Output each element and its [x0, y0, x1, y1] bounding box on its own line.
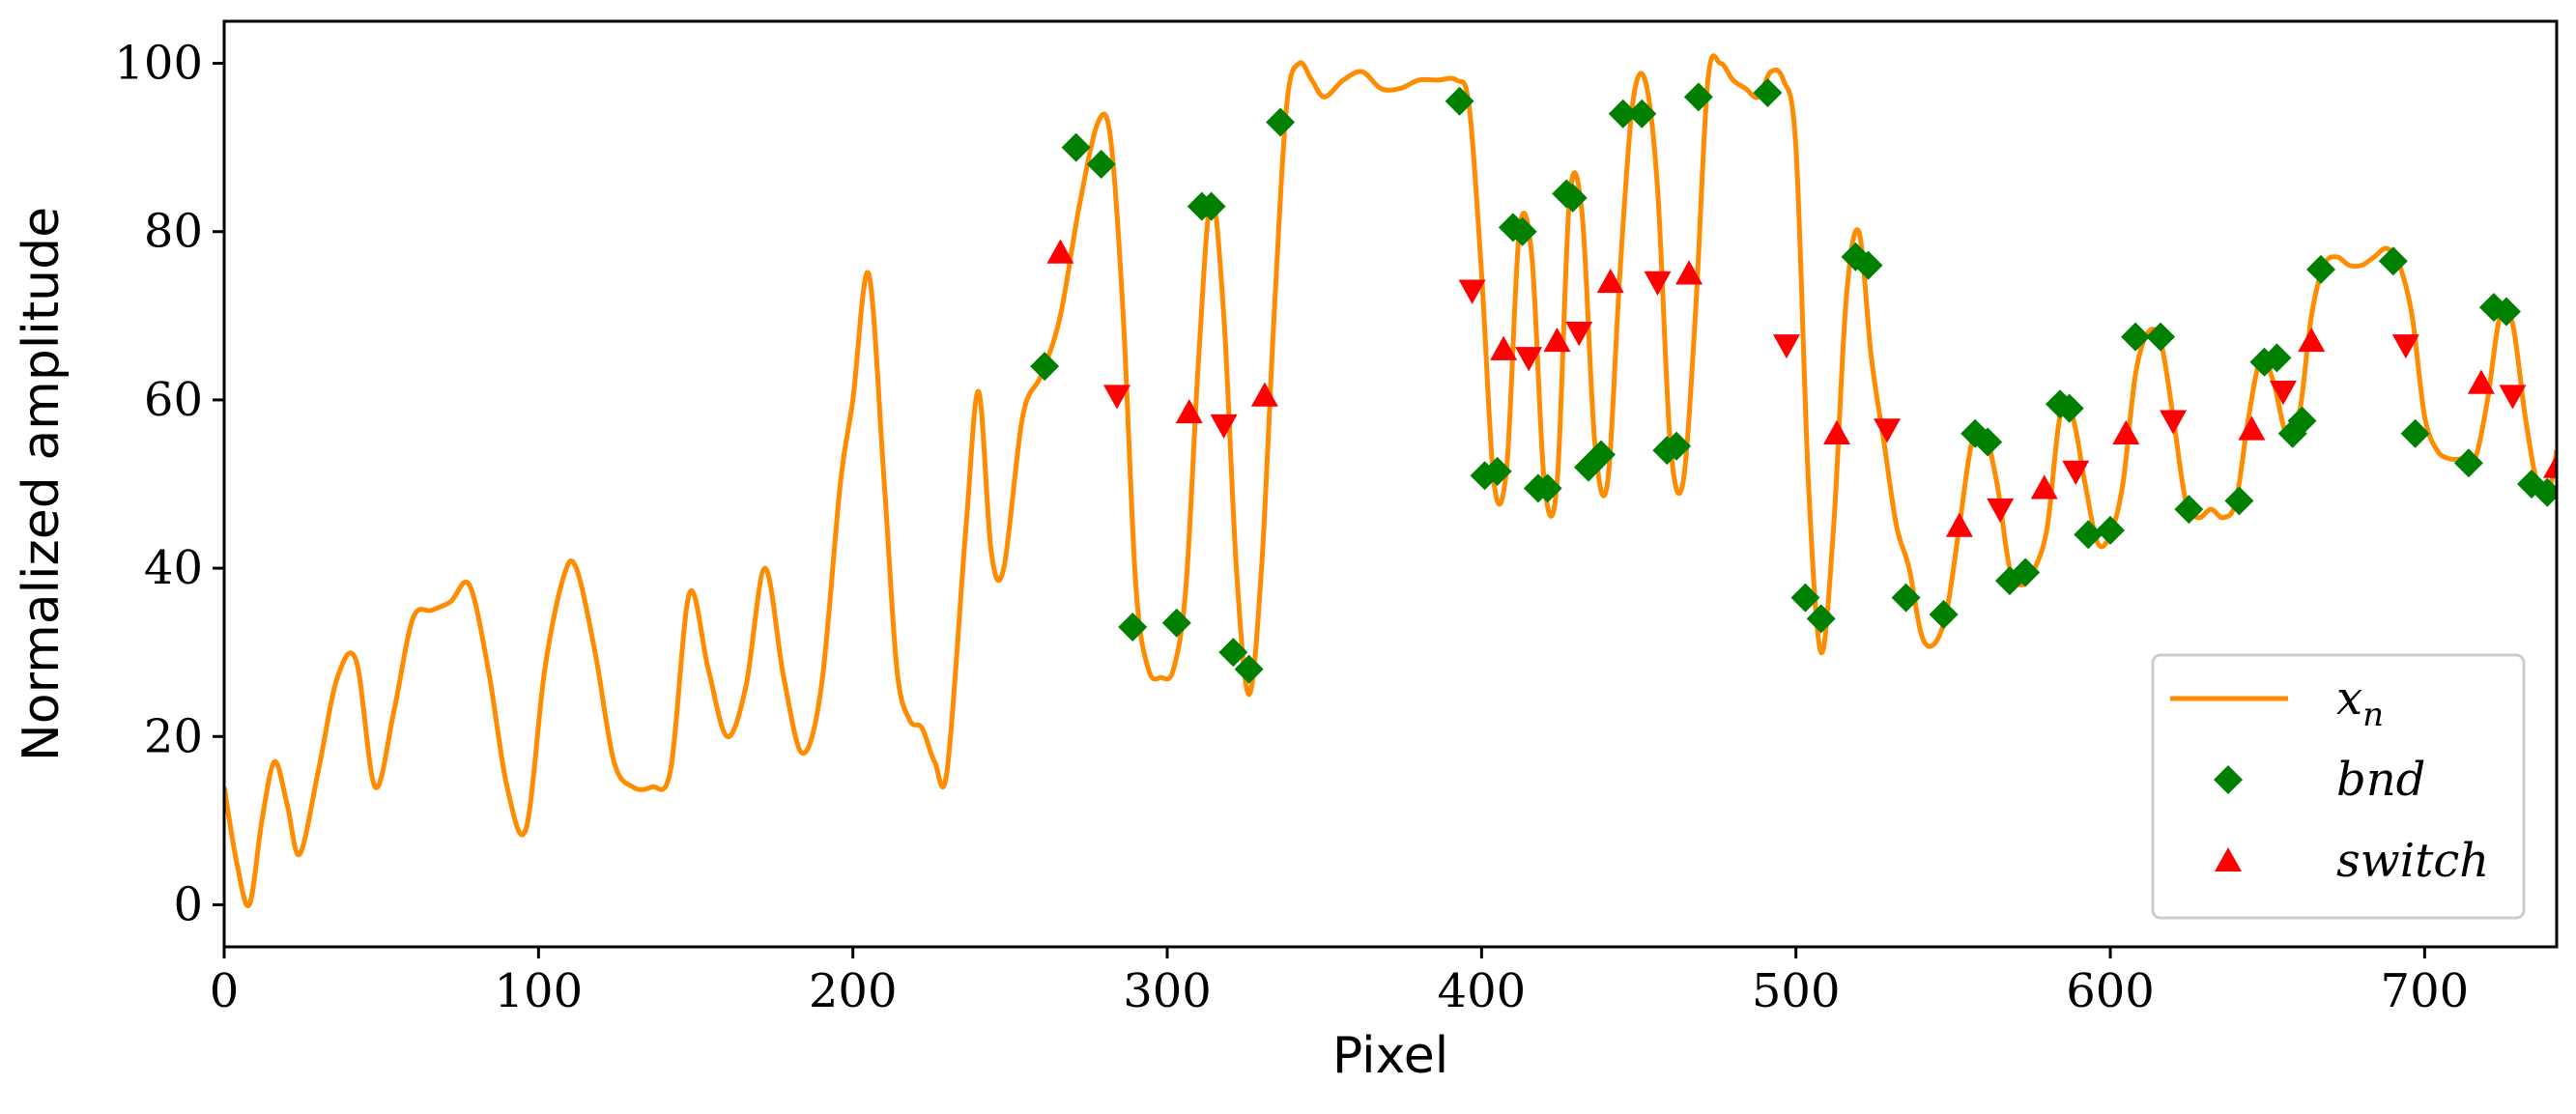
bnd-point — [2224, 486, 2254, 516]
y-tick-label: 60 — [144, 373, 203, 427]
switch-point — [1772, 334, 1800, 359]
bnd-point — [1445, 86, 1474, 116]
legend: xn bnd switch — [2151, 653, 2526, 920]
bnd-point — [1929, 599, 1959, 629]
legend-bnd-swatch — [2214, 765, 2243, 794]
bnd-point — [1586, 440, 1616, 470]
bnd-point — [1790, 583, 1820, 613]
bnd-point — [2533, 477, 2557, 507]
bnd-point — [1532, 473, 1562, 503]
switch-point — [2238, 415, 2266, 441]
bnd-point — [2121, 322, 2151, 352]
x-tick-label: 600 — [2066, 964, 2155, 1018]
x-tick-label: 500 — [1752, 964, 1841, 1018]
switch-point — [1046, 239, 1074, 264]
switch-point — [1675, 260, 1703, 285]
bnd-point — [2174, 495, 2204, 525]
switch-point — [2543, 453, 2557, 478]
x-tick-label: 100 — [495, 964, 584, 1018]
switch-point — [1543, 327, 1571, 353]
bnd-point — [2305, 254, 2335, 284]
switch-point — [2467, 369, 2495, 394]
switch-point — [1490, 335, 1518, 360]
bnd-point — [1627, 99, 1657, 129]
bnd-point — [2262, 343, 2292, 373]
y-axis-label: Normalized amplitude — [13, 207, 71, 761]
switch-point — [1210, 414, 1238, 440]
bnd-point — [1806, 604, 1836, 634]
y-tick-label: 20 — [144, 709, 203, 763]
x-tick-label: 700 — [2381, 964, 2470, 1018]
switch-point — [1102, 385, 1131, 410]
bnd-point — [1030, 352, 1060, 382]
bnd-point — [2011, 557, 2041, 587]
switch-point — [2499, 385, 2527, 410]
legend-box — [2151, 653, 2526, 920]
switch-point — [1565, 322, 1593, 347]
bnd-point — [2074, 520, 2104, 550]
y-tick-label: 0 — [173, 877, 203, 931]
x-axis-label: Pixel — [1332, 1027, 1448, 1085]
switch-point — [2112, 419, 2140, 444]
bnd-point — [2287, 406, 2317, 436]
switch-point — [2269, 381, 2297, 406]
bnd-point — [1196, 191, 1226, 221]
switch-point — [1515, 347, 1543, 372]
switch-point — [1596, 268, 1624, 294]
legend-label-bnd: bnd — [2336, 753, 2425, 807]
bnd-point — [1507, 216, 1537, 246]
axes: 0 100 200 300 400 500 600 700 0 20 40 60 80 100 — [114, 37, 2469, 1018]
bnd-point — [2453, 448, 2483, 478]
legend-label-switch: switch — [2336, 834, 2489, 888]
bnd-point — [1608, 99, 1638, 129]
bnd-point — [2054, 393, 2084, 423]
switch-point — [1250, 382, 1278, 407]
bnd-point — [1266, 107, 1296, 137]
switch-point — [2030, 474, 2058, 500]
bnd-point — [1086, 150, 1116, 180]
bnd-point — [1753, 78, 1783, 108]
bnd-point — [1218, 638, 1248, 668]
bnd-point — [2491, 297, 2521, 327]
y-tick-label: 80 — [144, 205, 203, 259]
switch-point — [1987, 498, 2015, 524]
x-tick-label: 300 — [1123, 964, 1212, 1018]
y-tick-label: 40 — [144, 541, 203, 595]
bnd-point — [2096, 515, 2126, 545]
bnd-point — [1683, 82, 1713, 112]
bnd-point — [1234, 654, 1264, 684]
bnd-point — [1558, 183, 1588, 213]
bnd-point — [1853, 250, 1883, 280]
x-tick-label: 0 — [210, 964, 240, 1018]
bnd-point — [2400, 418, 2430, 448]
x-tick-label: 200 — [809, 964, 898, 1018]
legend-switch-swatch — [2215, 847, 2242, 871]
switch-point — [1175, 398, 1203, 424]
switch-point — [1458, 279, 1486, 304]
switch-point — [1874, 418, 1902, 443]
bnd-point — [2146, 322, 2176, 352]
switch-point — [2298, 327, 2326, 353]
switch-point — [2391, 334, 2419, 359]
bnd-point — [1061, 132, 1091, 162]
bnd-point — [2378, 246, 2408, 276]
switch-point — [1644, 271, 1672, 296]
bnd-point — [1118, 613, 1148, 643]
switch-point — [1822, 419, 1850, 444]
switch-point — [2062, 460, 2090, 485]
switch-point — [2160, 410, 2188, 435]
bnd-point — [1161, 608, 1191, 638]
bnd-point — [1973, 427, 2003, 457]
bnd-point — [1662, 431, 1692, 461]
y-tick-label: 100 — [114, 37, 203, 91]
x-tick-label: 400 — [1438, 964, 1527, 1018]
bnd-point — [1482, 456, 1512, 486]
bnd-point — [1891, 583, 1921, 613]
plot-frame — [222, 19, 2559, 949]
legend-label-xn: xn — [2336, 671, 2384, 734]
switch-point — [1945, 512, 1973, 537]
plot-content — [224, 53, 2557, 909]
